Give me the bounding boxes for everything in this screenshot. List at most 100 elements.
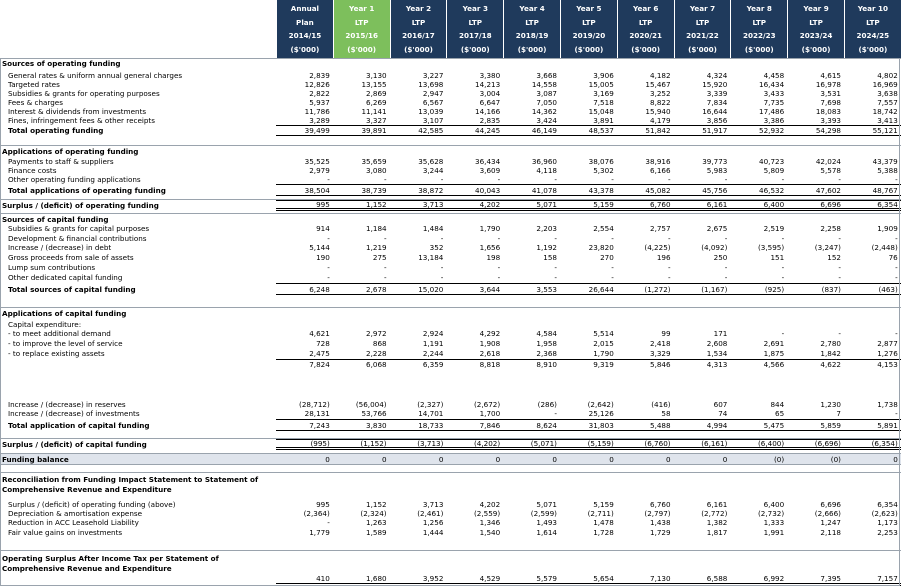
table-row: Fair value gains on investments 1,779 1,58… bbox=[0, 527, 901, 537]
value-cell: 4,458 bbox=[763, 70, 785, 80]
row-values: 410 1,680 3,952 4,529 5,579 5,654 7,130 6,588 6,… bbox=[276, 551, 901, 586]
value-cell: 5,144 bbox=[309, 243, 330, 252]
value-cell: 1,333 bbox=[763, 518, 785, 527]
value-cell: 15,020 bbox=[389, 283, 447, 295]
value-cell: 14,558 bbox=[531, 80, 557, 89]
value-cell: 7 bbox=[836, 409, 841, 418]
value-cell: 2,554 bbox=[593, 224, 614, 233]
row-label: Payments to staff & suppliers bbox=[8, 157, 114, 166]
value-cell: 41,078 bbox=[503, 184, 560, 196]
value-cell: (995) bbox=[276, 439, 333, 450]
value-cell: 3,856 bbox=[706, 116, 728, 125]
value-cell: (2,448) bbox=[871, 243, 898, 252]
value-cell: - bbox=[611, 175, 614, 184]
value-cell: 0 bbox=[552, 454, 557, 464]
row-label: Operating Surplus After Income Tax per S… bbox=[2, 554, 219, 573]
value-cell: 1,184 bbox=[366, 224, 387, 233]
row-values: ----------- bbox=[276, 234, 901, 243]
value-cell: 16,644 bbox=[702, 107, 728, 116]
row-values bbox=[276, 308, 901, 318]
value-cell: - bbox=[554, 409, 557, 418]
column-header-line: Year 3 bbox=[462, 4, 488, 14]
value-cell: 0 bbox=[438, 454, 444, 464]
value-cell: 5,983 bbox=[706, 166, 728, 175]
value-cell: 3,713 bbox=[389, 200, 447, 211]
value-cell: - bbox=[327, 263, 330, 272]
value-cell: 15,048 bbox=[588, 107, 614, 116]
value-cell: 38,872 bbox=[389, 184, 447, 196]
value-cell: (286) bbox=[537, 400, 557, 409]
value-cell: 0 bbox=[325, 454, 330, 464]
value-cell: 42,585 bbox=[389, 125, 447, 136]
value-cell: (2,364) bbox=[303, 509, 330, 518]
value-cell: 6,647 bbox=[479, 98, 501, 107]
table-row: Total operating funding 39,499 39,891 42,58… bbox=[0, 125, 901, 136]
value-cell: 16,969 bbox=[872, 80, 898, 89]
value-cell: (6,696) bbox=[787, 439, 844, 450]
value-cell: 58 bbox=[661, 409, 671, 418]
value-cell: 1,263 bbox=[366, 518, 387, 527]
value-cell: 7,130 bbox=[616, 574, 674, 586]
table-row: Total application of capital funding 7,24… bbox=[0, 419, 901, 431]
value-cell: 410 bbox=[276, 574, 333, 586]
value-cell: - bbox=[895, 329, 898, 338]
value-cell: 5,475 bbox=[730, 419, 788, 431]
value-cell: 40,043 bbox=[446, 184, 504, 196]
value-cell: 55,121 bbox=[843, 125, 901, 136]
value-cell: 2,780 bbox=[820, 339, 841, 348]
table-row bbox=[0, 369, 901, 379]
value-cell: 2,368 bbox=[536, 349, 557, 358]
row-values: 995 1,152 3,713 4,202 5,071 5,159 6,760 6,161 6,… bbox=[276, 500, 901, 509]
value-cell: 5,579 bbox=[503, 574, 560, 586]
table-row: Reconciliation from Funding Impact State… bbox=[0, 472, 901, 496]
row-label: Applications of capital funding bbox=[2, 308, 127, 318]
table-row: Applications of capital funding bbox=[0, 307, 901, 318]
value-cell: 1,614 bbox=[536, 527, 557, 537]
table-row: Fines, infringement fees & other receipt… bbox=[0, 116, 901, 125]
value-cell: (2,559) bbox=[474, 509, 501, 518]
value-cell: - bbox=[838, 175, 841, 184]
value-cell: 13,039 bbox=[418, 107, 444, 116]
row-label: Other operating funding applications bbox=[8, 175, 141, 184]
value-cell: 844 bbox=[770, 400, 785, 409]
row-values: 38,504 38,739 38,872 40,043 41,078 43,378 45,0… bbox=[276, 184, 901, 196]
value-cell: (837) bbox=[787, 283, 844, 295]
value-cell: 5,302 bbox=[593, 166, 614, 175]
value-cell: 43,379 bbox=[872, 157, 898, 166]
value-cell: (4,225) bbox=[644, 243, 671, 252]
table-row: Sources of operating funding bbox=[0, 58, 901, 68]
value-cell: 76 bbox=[888, 253, 898, 262]
value-cell: 2,608 bbox=[706, 339, 728, 348]
row-label: - to improve the level of service bbox=[8, 339, 123, 348]
value-cell: (0) bbox=[830, 454, 841, 464]
value-cell: 5,809 bbox=[763, 166, 785, 175]
value-cell: 1,790 bbox=[479, 224, 501, 233]
row-label: Lump sum contributions bbox=[8, 263, 96, 272]
table-row: 7,824 6,068 6,359 8,818 8,910 9,319 5,846 4,313… bbox=[0, 359, 901, 369]
value-cell: - bbox=[440, 175, 444, 184]
value-cell: - bbox=[895, 273, 898, 282]
value-cell: 1,729 bbox=[650, 527, 671, 537]
value-cell: 15,467 bbox=[645, 80, 671, 89]
column-header-line: 2017/18 bbox=[458, 31, 492, 41]
value-cell: - bbox=[497, 273, 501, 282]
row-values: ----------- bbox=[276, 273, 901, 282]
column-header: Year 10 LTP 2024/25 ($'000) bbox=[843, 0, 901, 58]
column-header-line: Year 1 bbox=[349, 4, 375, 14]
value-cell: (2,642) bbox=[587, 400, 614, 409]
column-header-line: LTP bbox=[411, 17, 426, 27]
value-cell: 15,940 bbox=[645, 107, 671, 116]
row-label: Increase / (decrease) of investments bbox=[8, 409, 140, 418]
table-row: Surplus / (deficit) of capital funding (9… bbox=[0, 438, 901, 450]
value-cell: 2,258 bbox=[820, 224, 841, 233]
value-cell: 3,952 bbox=[389, 574, 447, 586]
row-label: - to meet additional demand bbox=[8, 329, 111, 338]
value-cell: 2,475 bbox=[309, 349, 330, 358]
value-cell: 3,386 bbox=[763, 116, 785, 125]
value-cell: 7,834 bbox=[706, 98, 728, 107]
value-cell: 46,532 bbox=[730, 184, 788, 196]
row-label: Total sources of capital funding bbox=[8, 284, 136, 294]
value-cell: 1,656 bbox=[479, 243, 501, 252]
row-values: (995) (1,152) (3,713) (4,202) (5,071) (5,159)… bbox=[276, 439, 901, 450]
row-values: (28,712) (56,004) (2,327) (2,672) (286) (2,64… bbox=[276, 400, 901, 409]
